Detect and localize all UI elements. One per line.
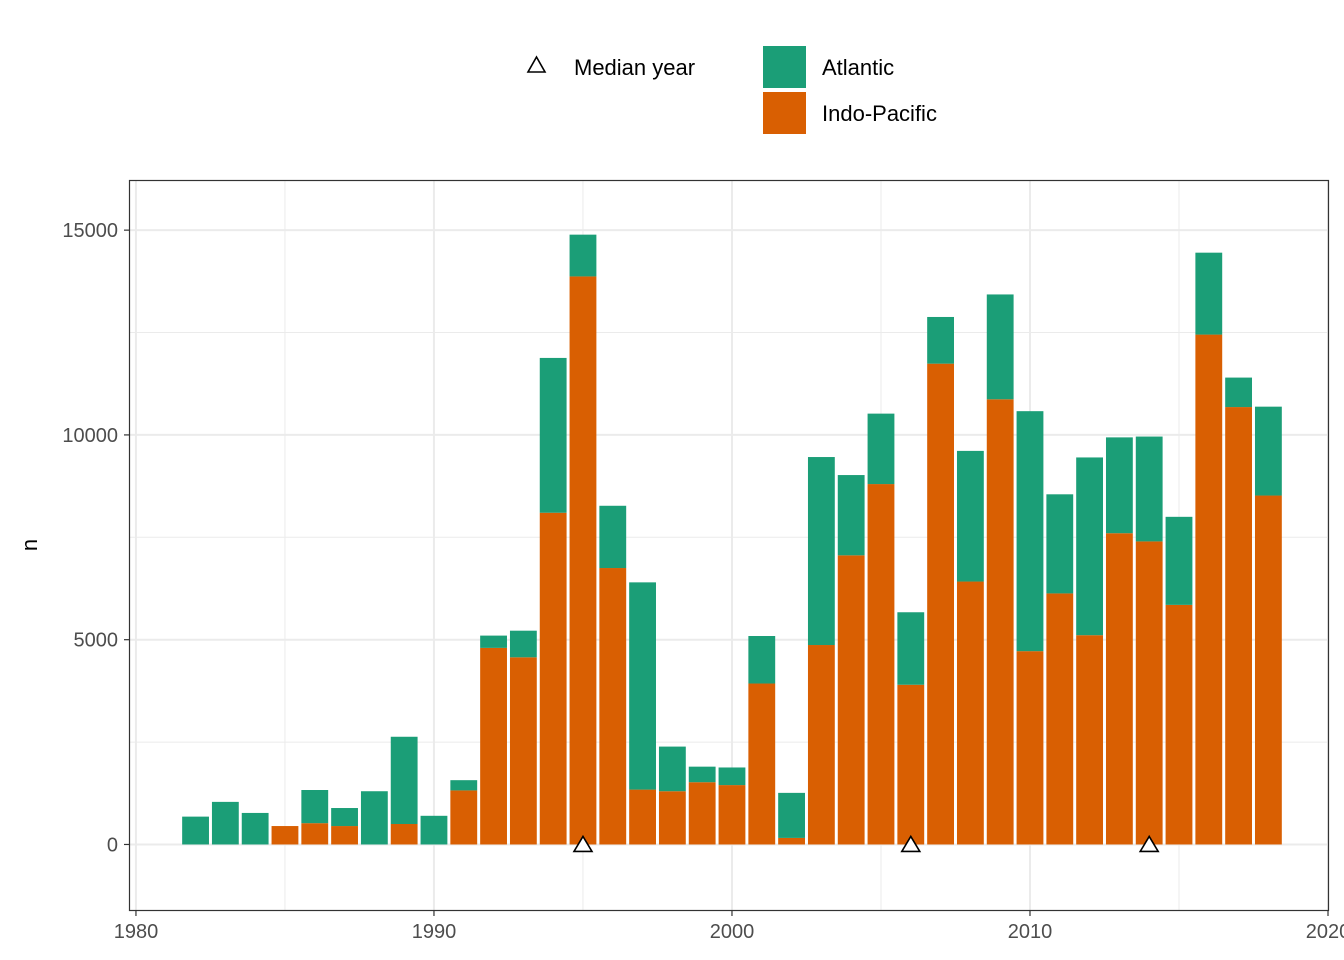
bar-indo-pacific-2002 bbox=[778, 837, 805, 845]
y-tick-label-15000: 15000 bbox=[62, 220, 118, 242]
legend-label-median-year: Median year bbox=[574, 55, 695, 80]
bar-atlantic-1994 bbox=[539, 357, 567, 513]
bar-atlantic-2016 bbox=[1195, 252, 1223, 335]
bar-atlantic-1996 bbox=[599, 505, 627, 569]
bar-atlantic-2015 bbox=[1165, 516, 1193, 605]
bar-indo-pacific-1993 bbox=[509, 657, 537, 845]
legend-item-indo-pacific: Indo-Pacific bbox=[763, 92, 937, 134]
bar-atlantic-2011 bbox=[1046, 494, 1074, 594]
bar-atlantic-2000 bbox=[718, 767, 746, 786]
bar-indo-pacific-2015 bbox=[1165, 604, 1193, 845]
bar-atlantic-2013 bbox=[1105, 437, 1133, 534]
bar-indo-pacific-1998 bbox=[658, 791, 686, 845]
x-tick-label-2000: 2000 bbox=[710, 921, 755, 943]
bar-indo-pacific-1995 bbox=[569, 276, 597, 845]
bar-indo-pacific-2004 bbox=[837, 555, 865, 845]
y-axis: 0 5000 10000 15000 bbox=[62, 220, 130, 856]
bar-atlantic-1983 bbox=[211, 801, 239, 845]
bar-atlantic-1982 bbox=[182, 816, 209, 845]
legend-label-atlantic: Atlantic bbox=[822, 55, 894, 80]
bar-atlantic-1999 bbox=[688, 766, 716, 783]
legend-item-median-year: Median year bbox=[526, 55, 695, 80]
bar-atlantic-1988 bbox=[360, 791, 388, 845]
bar-atlantic-1995 bbox=[569, 234, 597, 277]
bar-indo-pacific-2006 bbox=[897, 684, 925, 845]
bar-atlantic-2017 bbox=[1225, 377, 1253, 408]
bar-indo-pacific-2001 bbox=[748, 683, 776, 845]
bar-atlantic-2009 bbox=[986, 294, 1014, 400]
bar-indo-pacific-2009 bbox=[986, 399, 1014, 845]
bar-atlantic-2004 bbox=[837, 475, 865, 556]
bar-indo-pacific-2005 bbox=[867, 484, 895, 845]
bar-indo-pacific-1987 bbox=[331, 826, 358, 845]
bar-atlantic-1992 bbox=[480, 635, 507, 648]
bar-indo-pacific-1999 bbox=[688, 782, 716, 845]
bar-atlantic-1984 bbox=[241, 812, 269, 845]
bar-indo-pacific-2012 bbox=[1076, 635, 1104, 845]
bar-indo-pacific-2017 bbox=[1225, 407, 1253, 845]
y-axis-title: n bbox=[17, 539, 42, 551]
bar-atlantic-2007 bbox=[927, 316, 954, 364]
bar-indo-pacific-1989 bbox=[390, 823, 418, 845]
bar-indo-pacific-2014 bbox=[1135, 541, 1163, 845]
bar-indo-pacific-2003 bbox=[807, 645, 835, 845]
median-year-marker-2006 bbox=[900, 834, 922, 853]
bar-indo-pacific-1997 bbox=[629, 789, 656, 845]
bar-atlantic-1991 bbox=[450, 780, 478, 791]
median-year-marker-2014 bbox=[1138, 834, 1160, 853]
bar-atlantic-1993 bbox=[509, 630, 537, 658]
bar-atlantic-2001 bbox=[748, 636, 776, 684]
bar-atlantic-2008 bbox=[956, 450, 984, 582]
bar-indo-pacific-2000 bbox=[718, 785, 746, 845]
legend-swatch-atlantic bbox=[763, 46, 806, 88]
bar-atlantic-1998 bbox=[658, 746, 686, 792]
bars bbox=[182, 234, 1282, 845]
legend-label-indo-pacific: Indo-Pacific bbox=[822, 101, 937, 126]
legend-swatch-indo-pacific bbox=[763, 92, 806, 134]
legend: Median year Atlantic Indo-Pacific bbox=[526, 46, 937, 134]
bar-atlantic-1987 bbox=[331, 808, 358, 827]
bar-indo-pacific-1986 bbox=[301, 823, 329, 845]
bar-indo-pacific-2010 bbox=[1016, 651, 1044, 845]
x-tick-label-2010: 2010 bbox=[1008, 921, 1053, 943]
bar-indo-pacific-2011 bbox=[1046, 593, 1074, 845]
x-tick-label-1990: 1990 bbox=[412, 921, 457, 943]
y-tick-label-0: 0 bbox=[107, 834, 118, 856]
triangle-marker-icon bbox=[526, 55, 547, 73]
bar-atlantic-2006 bbox=[897, 612, 925, 685]
legend-item-atlantic: Atlantic bbox=[763, 46, 894, 88]
bar-indo-pacific-1991 bbox=[450, 790, 478, 845]
bar-atlantic-1989 bbox=[390, 736, 418, 824]
bar-indo-pacific-2013 bbox=[1105, 533, 1133, 845]
bar-indo-pacific-2016 bbox=[1195, 334, 1223, 845]
median-year-marker-1995 bbox=[572, 834, 594, 853]
y-tick-label-5000: 5000 bbox=[74, 630, 119, 652]
y-tick-label-10000: 10000 bbox=[62, 425, 118, 447]
bar-atlantic-1997 bbox=[629, 582, 656, 790]
bar-atlantic-2002 bbox=[778, 792, 805, 838]
bar-indo-pacific-2008 bbox=[956, 581, 984, 845]
panel-border bbox=[128, 179, 1330, 912]
bar-indo-pacific-2007 bbox=[927, 363, 954, 845]
bar-atlantic-2014 bbox=[1135, 436, 1163, 542]
bar-indo-pacific-1992 bbox=[480, 647, 507, 845]
bar-indo-pacific-2018 bbox=[1254, 495, 1282, 845]
median-markers bbox=[572, 834, 1160, 853]
bar-atlantic-2005 bbox=[867, 413, 895, 485]
bar-indo-pacific-1996 bbox=[599, 568, 627, 845]
bar-atlantic-2010 bbox=[1016, 411, 1044, 652]
bar-indo-pacific-1994 bbox=[539, 512, 567, 845]
bar-atlantic-2018 bbox=[1254, 406, 1282, 496]
bar-indo-pacific-1985 bbox=[271, 826, 299, 845]
bar-atlantic-2012 bbox=[1076, 457, 1104, 636]
bar-atlantic-1986 bbox=[301, 790, 329, 824]
bar-atlantic-2003 bbox=[807, 457, 835, 646]
x-tick-label-1980: 1980 bbox=[114, 921, 159, 943]
bar-atlantic-1990 bbox=[420, 815, 448, 845]
